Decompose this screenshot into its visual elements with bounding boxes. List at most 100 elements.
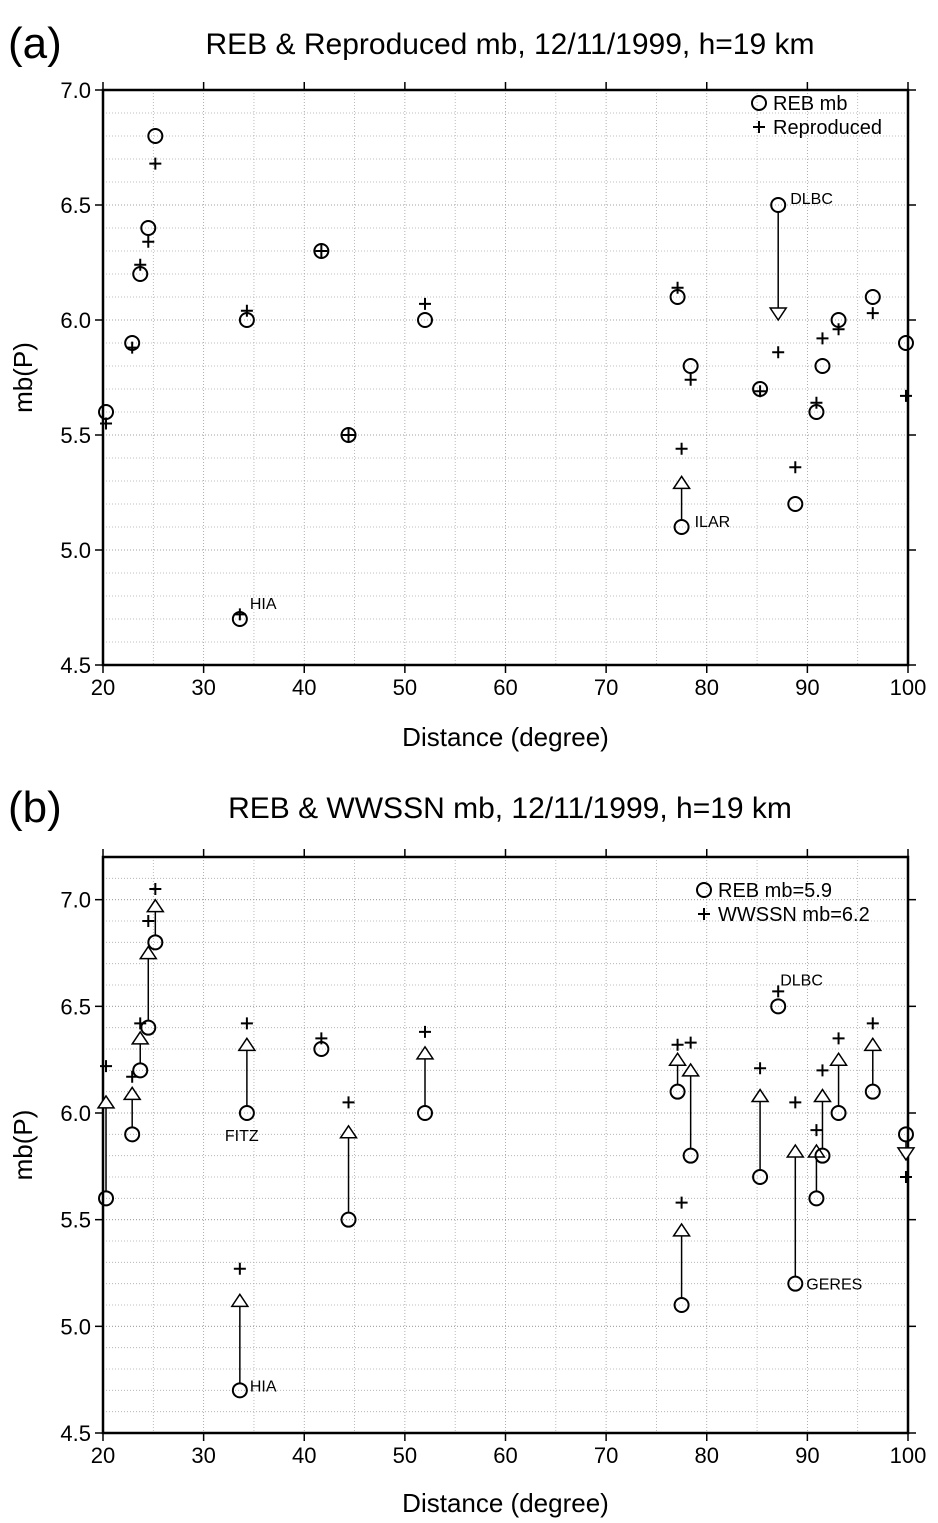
y-tick-label: 4.5: [60, 1421, 91, 1446]
x-axis-label: Distance (degree): [402, 722, 609, 752]
plus-marker: [142, 915, 155, 927]
legend-marker: [751, 95, 767, 111]
legend-marker: [698, 908, 710, 920]
circle-marker: [682, 1147, 699, 1164]
arrow-head: [237, 1036, 257, 1052]
x-tick-label: 60: [493, 675, 517, 700]
circle-marker: [669, 1083, 686, 1100]
legend-marker: [696, 882, 712, 898]
plus-marker: [899, 1171, 912, 1183]
arrow-head: [672, 1222, 691, 1237]
arrow-head: [339, 1124, 358, 1139]
arrow-head: [230, 1292, 250, 1308]
panel: (b) REB & WWSSN mb, 12/11/1999, h=19 km Di…: [8, 783, 926, 1518]
x-tick-label: 70: [594, 1443, 618, 1468]
legend-label: WWSSN mb=6.2: [718, 904, 870, 926]
x-tick-label: 40: [292, 675, 316, 700]
plus-marker: [866, 307, 879, 320]
arrow-head: [896, 1147, 916, 1162]
circle-marker: [897, 1126, 914, 1143]
y-tick-label: 6.0: [60, 1101, 91, 1126]
panel-label: (b): [8, 783, 62, 832]
y-tick-label: 5.0: [60, 538, 91, 563]
x-tick-label: 80: [695, 1443, 719, 1468]
plus-marker: [684, 1036, 697, 1049]
x-tick-label: 50: [393, 1443, 417, 1468]
chart-title: REB & Reproduced mb, 12/11/1999, h=19 km: [206, 28, 815, 61]
point-label: ILAR: [695, 514, 731, 531]
plus-marker: [100, 1060, 113, 1073]
plot-frame: [101, 855, 910, 1435]
point-label: HIA: [250, 1378, 277, 1395]
plus-marker: [419, 1025, 431, 1038]
panel-label: (a): [8, 19, 62, 68]
plus-marker: [671, 281, 684, 294]
x-tick-label: 40: [292, 1443, 316, 1468]
plus-marker: [789, 461, 802, 474]
x-tick-label: 100: [890, 675, 927, 700]
circle-marker: [147, 934, 164, 951]
circle-marker: [140, 1019, 157, 1036]
point-label: HIA: [250, 596, 277, 613]
x-axis-label: Distance (degree): [402, 1488, 609, 1518]
arrow-head: [145, 898, 165, 913]
plus-marker: [832, 1032, 845, 1045]
y-tick-label: 5.5: [60, 1208, 91, 1233]
x-tick-label: 20: [91, 675, 115, 700]
plus-marker: [233, 1262, 246, 1275]
legend-label: Reproduced: [773, 117, 882, 139]
plus-marker: [342, 429, 355, 441]
arrow-head: [122, 1086, 142, 1101]
plus-marker: [810, 1124, 823, 1137]
point-label: DLBC: [780, 972, 823, 989]
circle-marker: [864, 1083, 881, 1100]
arrow-head: [672, 475, 691, 490]
plus-marker: [866, 1017, 879, 1030]
circle-marker: [231, 1382, 248, 1399]
y-axis-label: mb(P): [8, 1110, 38, 1181]
plus-marker: [126, 1070, 139, 1083]
arrow-head: [96, 1094, 116, 1109]
plus-marker: [754, 1062, 767, 1075]
circle-marker: [814, 358, 831, 374]
circle-marker: [417, 1105, 433, 1121]
circle-marker: [770, 998, 787, 1015]
legend-label: REB mb=5.9: [718, 880, 832, 902]
circle-marker: [770, 197, 787, 213]
plus-marker: [419, 297, 431, 310]
y-tick-label: 6.5: [60, 994, 91, 1019]
plus-marker: [315, 245, 328, 257]
legend-marker: [753, 121, 765, 133]
x-tick-label: 100: [890, 1443, 927, 1468]
plus-marker: [149, 157, 162, 170]
plus-marker: [810, 396, 823, 409]
chart-title: REB & WWSSN mb, 12/11/1999, h=19 km: [228, 792, 792, 825]
y-tick-label: 7.0: [60, 888, 91, 913]
plus-marker: [149, 883, 162, 895]
y-tick-label: 6.5: [60, 193, 91, 218]
arrow-head: [130, 1030, 150, 1045]
circle-marker: [787, 1275, 804, 1292]
x-tick-label: 70: [594, 675, 618, 700]
plus-marker: [134, 258, 147, 271]
circle-marker: [752, 1169, 769, 1185]
circle-marker: [340, 427, 357, 443]
plus-marker: [816, 332, 829, 345]
x-tick-label: 60: [493, 1443, 517, 1468]
plus-marker: [675, 1196, 688, 1209]
y-tick-label: 5.0: [60, 1314, 91, 1339]
arrow-head: [750, 1088, 770, 1103]
circle-marker: [808, 1190, 825, 1207]
y-tick-label: 5.5: [60, 423, 91, 448]
circle-marker: [673, 519, 690, 535]
plot-frame: [101, 88, 910, 667]
circle-marker: [814, 1147, 831, 1164]
legend-label: REB mb: [773, 93, 847, 115]
arrow-head: [829, 1051, 848, 1067]
plus-marker: [675, 442, 688, 455]
x-tick-label: 90: [795, 675, 819, 700]
y-tick-label: 4.5: [60, 653, 91, 678]
plus-marker: [240, 304, 253, 317]
panel: (a) REB & Reproduced mb, 12/11/1999, h=19…: [8, 19, 926, 752]
